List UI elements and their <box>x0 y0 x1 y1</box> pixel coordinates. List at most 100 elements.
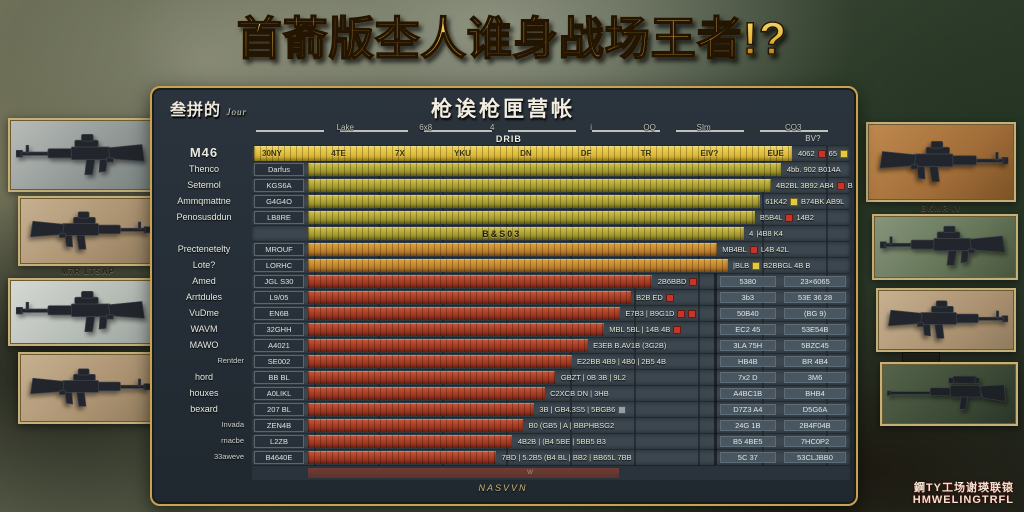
axis-tick-label: Lake <box>336 123 354 132</box>
right-value-cell: D7Z3 A4 <box>719 404 777 415</box>
stats-table: M46 30NY 4TE 7X YKU DN DF TR EIV? EUE 4062 65 Th… <box>156 145 853 465</box>
yellow-badge-icon <box>752 261 761 270</box>
bar-zone: 3B | GB4.3S5 | 5BGB6 D7Z3 A4 D5G6A <box>308 403 846 416</box>
row-track: L2ZB 4B2B | (B4 5BE | 5BB5 B3 B5 4BE5 7H… <box>252 433 850 449</box>
table-footer-strip: w <box>252 465 850 480</box>
bar-note: GBZT | 0B 3B | 9L2 <box>560 373 626 382</box>
axis-center-label: DRIB <box>495 134 522 144</box>
right-value-cell: HB4B <box>719 356 777 367</box>
row-cell-label: ZEN4B <box>254 419 304 432</box>
right-value-cell: 50B40 <box>719 308 777 319</box>
row-label: MAWO <box>189 340 219 350</box>
rifle-icon <box>879 140 1009 182</box>
table-row: Arrtdules L9/05 B2B ED 3b3 53E 36 28 <box>156 289 850 305</box>
bar-note: 7BD | 5.2B5 (B4 BL | BB2 | BB65L 7BB <box>501 453 632 462</box>
row-label: Lote? <box>192 260 216 270</box>
table-row: bexard 207 BL 3B | GB4.3S5 | 5BGB6 D7Z3 … <box>156 401 850 417</box>
stat-bar <box>308 291 631 304</box>
table-row: Ammqmattne G4G4O 61K42 B74BK AB9L <box>156 193 850 209</box>
table-row: hord BB BL GBZT | 0B 3B | 9L2 7x2 D 3M6 <box>156 369 850 385</box>
header-bar: 30NY 4TE 7X YKU DN DF TR EIV? EUE <box>254 146 792 161</box>
page-title: 首萮版杢人谁身战场王者!? <box>0 2 1024 67</box>
bar-note: MBL 5BL | 14B 4B <box>609 325 671 334</box>
row-track: B4640E 7BD | 5.2B5 (B4 BL | BB2 | BB65L … <box>252 449 850 465</box>
header-cell: YKU <box>454 149 471 158</box>
right-value-cell: 7HC0P2 <box>784 436 846 447</box>
right-value-cell: 5C 37 <box>719 452 777 463</box>
watermark-line1: 鋼TY工场谢瑛联锿 <box>913 481 1014 494</box>
bar-note: 4B2B | (B4 5BE | 5BB5 B3 <box>517 437 606 446</box>
axis-tick-label: OQ <box>643 123 656 132</box>
row-label: bexard <box>190 404 218 414</box>
bar-annotation: B0 (GB5 | A | BBPHBSG2 <box>529 419 615 432</box>
panel-header-left-sub: Jour <box>226 107 247 117</box>
bar-note2: 14B2 <box>796 213 814 222</box>
axis-tick-label: 6x8 <box>419 123 433 132</box>
weapon-image-right-2 <box>872 214 1018 280</box>
right-value-cell: 3b3 <box>719 292 777 303</box>
stat-bar <box>308 387 545 400</box>
table-row: Invada ZEN4B B0 (GB5 | A | BBPHBSG2 24G … <box>156 417 850 433</box>
in-bar-text: B&S03 <box>482 228 522 239</box>
stat-bar <box>308 195 760 208</box>
row-cell-label: LORHC <box>254 259 304 272</box>
weapon-stats-panel: 叁拼的 Jour 枪诶枪匣营帐 Lake 6x8 4 i OQ SIm CO3 DRIB B… <box>150 86 858 506</box>
bar-note: B2B ED <box>636 293 663 302</box>
row-track: B&S03 4 |4B8 K4 <box>252 225 850 241</box>
header-cell: EUE <box>767 149 784 158</box>
row-label: 33aweve <box>213 452 244 461</box>
right-value-cell: 53E54B <box>784 324 846 335</box>
right-value-cell: 53CLJBB0 <box>784 452 846 463</box>
bar-annotation: E3EB B.AV1B (3G2B) <box>593 339 666 352</box>
row-track: G4G4O 61K42 B74BK AB9L <box>252 193 850 209</box>
header-note2: 65 <box>828 149 837 158</box>
bar-zone: MB4BL L4B 42L <box>308 243 846 256</box>
table-header-row: M46 30NY 4TE 7X YKU DN DF TR EIV? EUE 4062 65 <box>156 145 850 161</box>
bar-annotation: 4B2BL 3B92 AB4 B <box>776 179 853 192</box>
stat-bar <box>308 211 755 224</box>
weapon-image-right-3 <box>876 288 1016 352</box>
bar-note: E22BB 4B9 | 4B0 | 2B5 4B <box>577 357 666 366</box>
row-label: hord <box>194 372 213 382</box>
table-row: Seternol KGS6A 4B2BL 3B92 AB4 B <box>156 177 853 193</box>
bar-zone: 4B2B | (B4 5BE | 5BB5 B3 B5 4BE5 7HC0P2 <box>308 435 846 448</box>
bar-zone: B&S03 4 |4B8 K4 <box>308 227 846 240</box>
panel-header-left: 叁拼的 Jour <box>170 96 247 120</box>
header-track: 30NY 4TE 7X YKU DN DF TR EIV? EUE 4062 65 <box>252 145 850 161</box>
weapon-image-left-4 <box>18 352 158 424</box>
row-track: L9/05 B2B ED 3b3 53E 36 28 <box>252 289 850 305</box>
header-cell: 30NY <box>262 149 283 158</box>
bar-note: B0 (GB5 | A | BBPHBSG2 <box>528 421 615 430</box>
bar-note: B5B4L <box>759 213 783 222</box>
bar-zone: MBL 5BL | 14B 4B EC2 45 53E54B <box>308 323 846 336</box>
bar-annotation: 4B2B | (B4 5BE | 5BB5 B3 <box>518 435 606 448</box>
yellow-badge-icon <box>789 197 798 206</box>
right-value-cell: 7x2 D <box>719 372 777 383</box>
red-badge-icon <box>785 213 794 222</box>
stat-bar <box>308 339 588 352</box>
panel-header-left-text: 叁拼的 <box>170 102 222 119</box>
stat-bar <box>308 307 621 320</box>
row-cell-label: G4G4O <box>254 195 304 208</box>
bar-note2: B <box>847 181 853 190</box>
bar-annotation: 7BD | 5.2B5 (B4 BL | BB2 | BB65L 7BB <box>502 451 632 464</box>
header-cell: TR <box>640 149 652 158</box>
header-cell: DN <box>520 149 532 158</box>
stat-bar <box>308 179 771 192</box>
right-value-cell: EC2 45 <box>719 324 777 335</box>
row-label: WAVM <box>190 324 218 334</box>
axis-tick-label: 4 <box>490 123 495 132</box>
bar-annotation: 61K42 B74BK AB9L <box>765 195 844 208</box>
table-row: 33aweve B4640E 7BD | 5.2B5 (B4 BL | BB2 … <box>156 449 850 465</box>
red-badge-icon <box>665 293 674 302</box>
red-badge-icon <box>688 309 697 318</box>
right-value-cell: BHB4 <box>784 388 846 399</box>
table-vertical-divider <box>714 273 718 465</box>
row-track: LORHC |BLB B2BBGL 4B B <box>252 257 850 273</box>
rifle-icon <box>15 290 145 332</box>
row-label: Penosusddun <box>176 212 232 222</box>
row-cell-label: 207 BL <box>254 403 304 416</box>
bar-zone: E3EB B.AV1B (3G2B) 3LA 75H 5BZC45 <box>308 339 846 352</box>
axis-line <box>256 130 842 132</box>
row-cell-label: EN6B <box>254 307 304 320</box>
